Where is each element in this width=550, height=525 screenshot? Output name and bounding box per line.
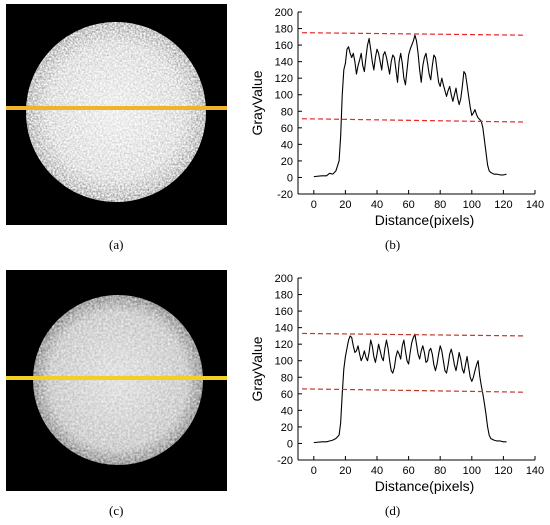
- lower-reference-line-b: [301, 118, 524, 123]
- y-tick-label-b: 80: [281, 106, 293, 118]
- upper-reference-line-b: [301, 32, 524, 36]
- upper-reference-line-d: [301, 332, 524, 337]
- x-tick-label-b: 80: [434, 199, 446, 211]
- y-tick-label-d: 140: [275, 323, 293, 335]
- speckle-spot-a: [6, 22, 227, 202]
- gray-value-series-b: [313, 34, 507, 178]
- y-tick-label-d: 200: [275, 273, 293, 285]
- speckle-spot-c: [6, 295, 227, 465]
- y-tick-label-b: 40: [281, 139, 293, 151]
- y-tick-label-d: 40: [281, 405, 293, 417]
- profile-line-a: [6, 106, 227, 110]
- x-tick-label-b: 60: [402, 199, 414, 211]
- y-tick-label-b: 120: [275, 73, 293, 85]
- x-axis-title-d: Distance(pixels): [375, 478, 475, 494]
- x-tick-label-d: 100: [463, 465, 481, 477]
- y-tick-label-d: 100: [275, 356, 293, 368]
- caption-b: (b): [385, 237, 401, 252]
- y-tick-label-b: 60: [281, 123, 293, 135]
- gray-profile-chart-d: -20 0 20 40 60 80 100 120 140 160 180 200 0 20 40 60 80 1…: [249, 273, 544, 494]
- x-tick-label-d: 80: [434, 465, 446, 477]
- y-tick-label-d: 180: [275, 290, 293, 302]
- x-tick-label-b: 0: [311, 199, 317, 211]
- x-tick-label-b: 20: [339, 199, 351, 211]
- y-tick-label-b: 20: [281, 156, 293, 168]
- lower-reference-line-d: [301, 388, 524, 393]
- speckle-image-c: [6, 270, 227, 491]
- x-tick-label-d: 140: [526, 465, 544, 477]
- x-tick-label-d: 60: [402, 465, 414, 477]
- x-tick-label-d: 40: [371, 465, 383, 477]
- x-tick-label-d: 120: [494, 465, 512, 477]
- y-tick-label-d: -20: [277, 455, 293, 467]
- y-tick-label-b: 200: [275, 7, 293, 19]
- x-tick-label-d: 0: [311, 465, 317, 477]
- y-tick-label-d: 20: [281, 422, 293, 434]
- y-tick-label-b: -20: [277, 189, 293, 201]
- y-tick-label-b: 0: [287, 172, 293, 184]
- x-axis-title-b: Distance(pixels): [375, 212, 475, 228]
- profile-line-c: [6, 376, 227, 380]
- x-tick-label-b: 120: [494, 199, 512, 211]
- y-tick-label-b: 160: [275, 40, 293, 52]
- y-tick-label-d: 0: [287, 438, 293, 450]
- y-tick-label-d: 80: [281, 372, 293, 384]
- x-tick-label-b: 100: [463, 199, 481, 211]
- caption-a: (a): [109, 237, 124, 252]
- x-tick-label-d: 20: [339, 465, 351, 477]
- y-axis-title-b: GrayValue: [249, 70, 265, 135]
- speckle-image-a: [6, 4, 227, 225]
- y-tick-label-b: 100: [275, 90, 293, 102]
- y-tick-label-d: 160: [275, 306, 293, 318]
- gray-profile-chart-b: -20 0 20 40 60 80 100 120 140 160 180 200 0 20 40 60 80 1…: [249, 7, 544, 228]
- y-tick-label-b: 140: [275, 57, 293, 69]
- y-tick-label-d: 60: [281, 389, 293, 401]
- caption-d: (d): [385, 503, 401, 518]
- caption-c: (c): [109, 503, 124, 518]
- y-tick-label-b: 180: [275, 24, 293, 36]
- gray-value-series-d: [313, 333, 507, 444]
- x-tick-label-b: 140: [526, 199, 544, 211]
- y-axis-title-d: GrayValue: [249, 336, 265, 401]
- y-tick-label-d: 120: [275, 339, 293, 351]
- x-tick-label-b: 40: [371, 199, 383, 211]
